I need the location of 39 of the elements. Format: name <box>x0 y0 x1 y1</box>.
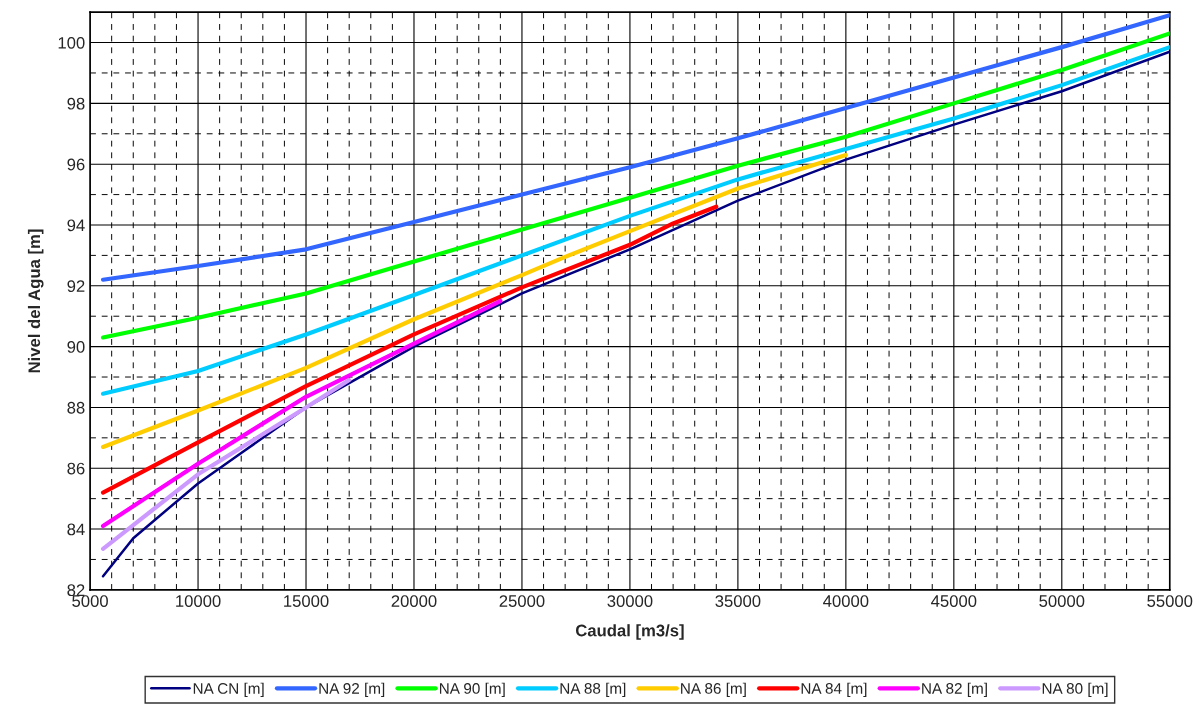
legend-label: NA CN [m] <box>193 682 264 697</box>
line-series <box>100 377 352 551</box>
legend-label: NA 80 [m] <box>1042 682 1108 697</box>
y-tick-label: 96 <box>67 158 85 171</box>
x-axis-title: Caudal [m3/s] <box>575 624 684 640</box>
x-tick-label: 25000 <box>499 595 545 607</box>
line-series <box>101 50 1170 578</box>
x-tick-label: 55000 <box>1147 595 1193 607</box>
y-axis-title: Nivel del Agua [m] <box>27 229 44 373</box>
legend-label: NA 88 [m] <box>560 682 626 697</box>
x-tick-label: 35000 <box>715 595 761 607</box>
line-series <box>100 204 719 495</box>
y-tick-label: 98 <box>67 97 85 110</box>
legend-label: NA 92 [m] <box>319 682 385 697</box>
y-tick-label: 90 <box>67 341 85 353</box>
y-tick-label: 82 <box>67 584 85 597</box>
line-series <box>100 45 1170 396</box>
y-tick-label: 88 <box>67 401 85 414</box>
x-tick-label: 10000 <box>176 595 221 607</box>
y-tick-label: 100 <box>58 36 85 49</box>
y-tick-label: 86 <box>67 462 85 475</box>
x-tick-label: 45000 <box>931 595 977 607</box>
line-series <box>100 13 1170 282</box>
line-series <box>100 31 1170 340</box>
x-tick-label: 20000 <box>391 595 437 607</box>
line-series <box>100 298 503 529</box>
y-tick-label: 92 <box>67 280 85 293</box>
x-tick-label: 30000 <box>607 595 653 607</box>
x-tick-label: 15000 <box>284 595 329 607</box>
legend-label: NA 82 [m] <box>922 682 987 697</box>
x-tick-label: 40000 <box>823 595 869 607</box>
x-tick-label: 50000 <box>1039 595 1085 607</box>
line-series <box>100 152 848 450</box>
y-tick-label: 84 <box>67 523 85 536</box>
legend-label: NA 90 [m] <box>439 682 505 697</box>
x-tick-label: 5000 <box>72 595 108 607</box>
y-tick-label: 94 <box>67 219 85 232</box>
legend-label: NA 86 [m] <box>681 682 746 697</box>
legend-label: NA 84 [m] <box>801 682 867 697</box>
